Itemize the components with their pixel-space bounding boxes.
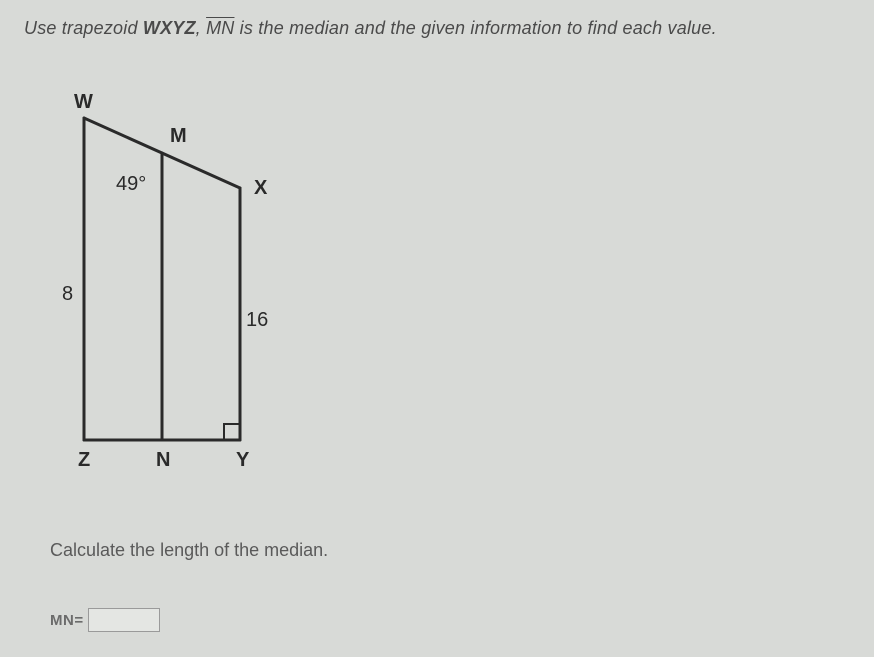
- instruction-suffix: is the median and the given information …: [234, 18, 716, 38]
- svg-text:Z: Z: [78, 449, 90, 471]
- question-prompt: Calculate the length of the median.: [50, 540, 328, 561]
- trapezoid-diagram: W M X Z N Y 49° 8 16: [50, 90, 310, 495]
- svg-text:8: 8: [62, 283, 73, 305]
- instruction-text: Use trapezoid WXYZ, MN is the median and…: [24, 18, 717, 39]
- answer-input[interactable]: [88, 608, 160, 632]
- svg-text:N: N: [156, 449, 170, 471]
- svg-text:W: W: [74, 91, 93, 113]
- answer-label: MN=: [50, 612, 84, 629]
- svg-text:M: M: [170, 125, 187, 147]
- diagram-svg: W M X Z N Y 49° 8 16: [50, 90, 310, 490]
- svg-text:X: X: [254, 177, 268, 199]
- svg-text:Y: Y: [236, 449, 250, 471]
- svg-text:16: 16: [246, 309, 268, 331]
- instruction-sep: ,: [196, 18, 206, 38]
- answer-row: MN=: [50, 608, 160, 632]
- instruction-median: MN: [206, 18, 234, 38]
- instruction-prefix: Use trapezoid: [24, 18, 143, 38]
- instruction-shape: WXYZ: [143, 18, 196, 38]
- svg-text:49°: 49°: [116, 173, 146, 195]
